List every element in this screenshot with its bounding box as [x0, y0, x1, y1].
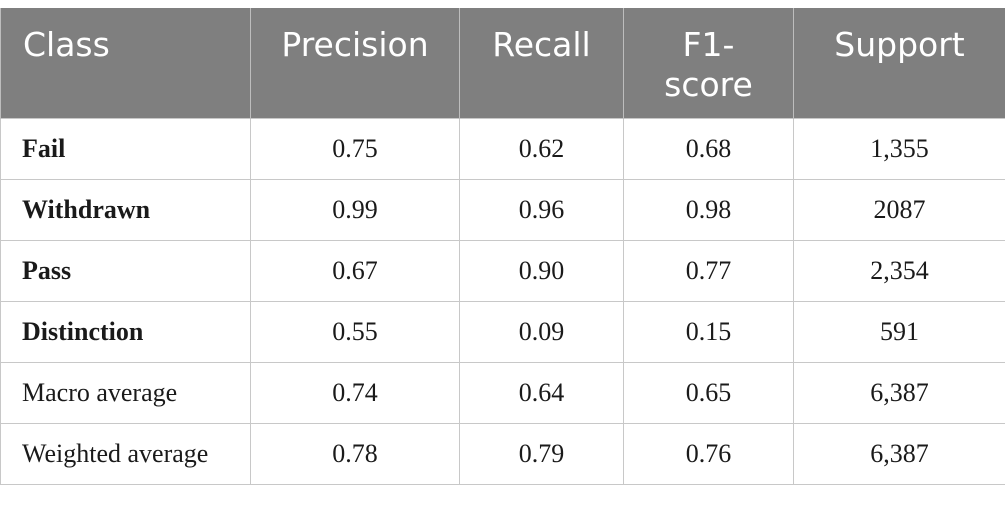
cell-recall: 0.90: [459, 240, 624, 302]
cell-f1-score: 0.68: [623, 118, 794, 180]
cell-recall: 0.62: [459, 118, 624, 180]
table-row: Withdrawn 0.99 0.96 0.98 2087: [0, 179, 1005, 241]
header-precision-label: Precision: [281, 25, 429, 64]
header-f1-score-label: F1- score: [664, 25, 753, 104]
cell-precision: 0.75: [250, 118, 460, 180]
header-class: Class: [0, 8, 251, 119]
header-recall-label: Recall: [492, 25, 591, 64]
cell-support: 2087: [793, 179, 1005, 241]
cell-class: Withdrawn: [0, 179, 251, 241]
cell-recall: 0.79: [459, 423, 624, 485]
classification-metrics-table: Class Precision Recall F1- score Support…: [0, 8, 1005, 485]
cell-f1-score: 0.77: [623, 240, 794, 302]
header-f1-score: F1- score: [623, 8, 794, 119]
cell-support: 6,387: [793, 362, 1005, 424]
table-row: Pass 0.67 0.90 0.77 2,354: [0, 240, 1005, 302]
cell-f1-score: 0.65: [623, 362, 794, 424]
table-row: Fail 0.75 0.62 0.68 1,355: [0, 118, 1005, 180]
header-precision: Precision: [250, 8, 460, 119]
cell-f1-score: 0.76: [623, 423, 794, 485]
header-support: Support: [793, 8, 1005, 119]
table-row: Weighted average 0.78 0.79 0.76 6,387: [0, 423, 1005, 485]
cell-support: 2,354: [793, 240, 1005, 302]
cell-support: 591: [793, 301, 1005, 363]
cell-class: Fail: [0, 118, 251, 180]
table-row: Macro average 0.74 0.64 0.65 6,387: [0, 362, 1005, 424]
cell-support: 1,355: [793, 118, 1005, 180]
cell-recall: 0.64: [459, 362, 624, 424]
cell-support: 6,387: [793, 423, 1005, 485]
cell-precision: 0.74: [250, 362, 460, 424]
cell-precision: 0.67: [250, 240, 460, 302]
header-class-label: Class: [23, 25, 110, 64]
table-header-row: Class Precision Recall F1- score Support: [0, 8, 1005, 119]
table-row: Distinction 0.55 0.09 0.15 591: [0, 301, 1005, 363]
cell-precision: 0.78: [250, 423, 460, 485]
cell-class: Macro average: [0, 362, 251, 424]
cell-f1-score: 0.15: [623, 301, 794, 363]
cell-f1-score: 0.98: [623, 179, 794, 241]
cell-precision: 0.55: [250, 301, 460, 363]
cell-class: Pass: [0, 240, 251, 302]
header-recall: Recall: [459, 8, 624, 119]
header-support-label: Support: [834, 25, 965, 64]
cell-class: Distinction: [0, 301, 251, 363]
metrics-table-container: Class Precision Recall F1- score Support…: [0, 8, 1005, 485]
cell-recall: 0.09: [459, 301, 624, 363]
cell-precision: 0.99: [250, 179, 460, 241]
cell-class: Weighted average: [0, 423, 251, 485]
cell-recall: 0.96: [459, 179, 624, 241]
